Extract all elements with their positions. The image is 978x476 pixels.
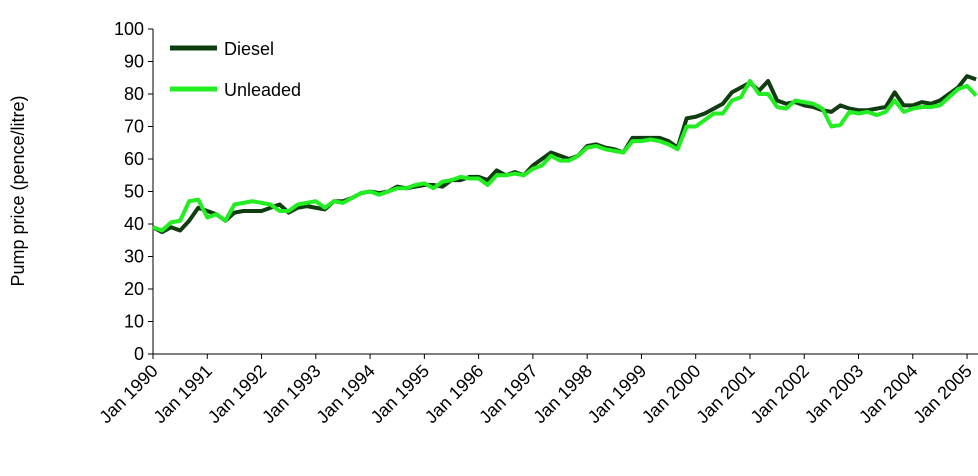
x-tick-label: Jan 2000 bbox=[638, 361, 705, 428]
y-tick-label: 60 bbox=[124, 149, 144, 169]
legend-label: Unleaded bbox=[224, 80, 301, 100]
x-tick-label: Jan 2004 bbox=[855, 361, 922, 428]
y-tick-label: 10 bbox=[124, 312, 144, 332]
y-tick-label: 80 bbox=[124, 84, 144, 104]
y-axis-label: Pump price (pence/litre) bbox=[8, 95, 28, 286]
y-tick-label: 40 bbox=[124, 214, 144, 234]
y-tick-label: 30 bbox=[124, 247, 144, 267]
y-tick-label: 100 bbox=[114, 19, 144, 39]
x-tick-label: Jan 1995 bbox=[367, 361, 434, 428]
x-tick-label: Jan 2005 bbox=[909, 361, 976, 428]
line-series bbox=[152, 79, 978, 233]
x-tick-label: Jan 1998 bbox=[529, 361, 596, 428]
x-tick-label: Jan 2003 bbox=[801, 361, 868, 428]
y-tick-label: 0 bbox=[134, 344, 144, 364]
x-tick-label: Jan 2002 bbox=[747, 361, 814, 428]
x-tick-label: Jan 1991 bbox=[150, 361, 217, 428]
x-tick-label: Jan 1999 bbox=[584, 361, 651, 428]
x-tick-label: Jan 1994 bbox=[312, 361, 379, 428]
x-tick-label: Jan 1996 bbox=[421, 361, 488, 428]
x-tick-label: Jan 1997 bbox=[475, 361, 542, 428]
legend-label: Diesel bbox=[224, 39, 274, 59]
y-tick-label: 70 bbox=[124, 117, 144, 137]
x-tick-label: Jan 2001 bbox=[692, 361, 759, 428]
x-tick-label: Jan 1990 bbox=[95, 361, 162, 428]
x-tick-label: Jan 1993 bbox=[258, 361, 325, 428]
y-tick-label: 90 bbox=[124, 52, 144, 72]
y-tick-label: 20 bbox=[124, 279, 144, 299]
y-tick-label: 50 bbox=[124, 182, 144, 202]
x-tick-label: Jan 1992 bbox=[204, 361, 271, 428]
